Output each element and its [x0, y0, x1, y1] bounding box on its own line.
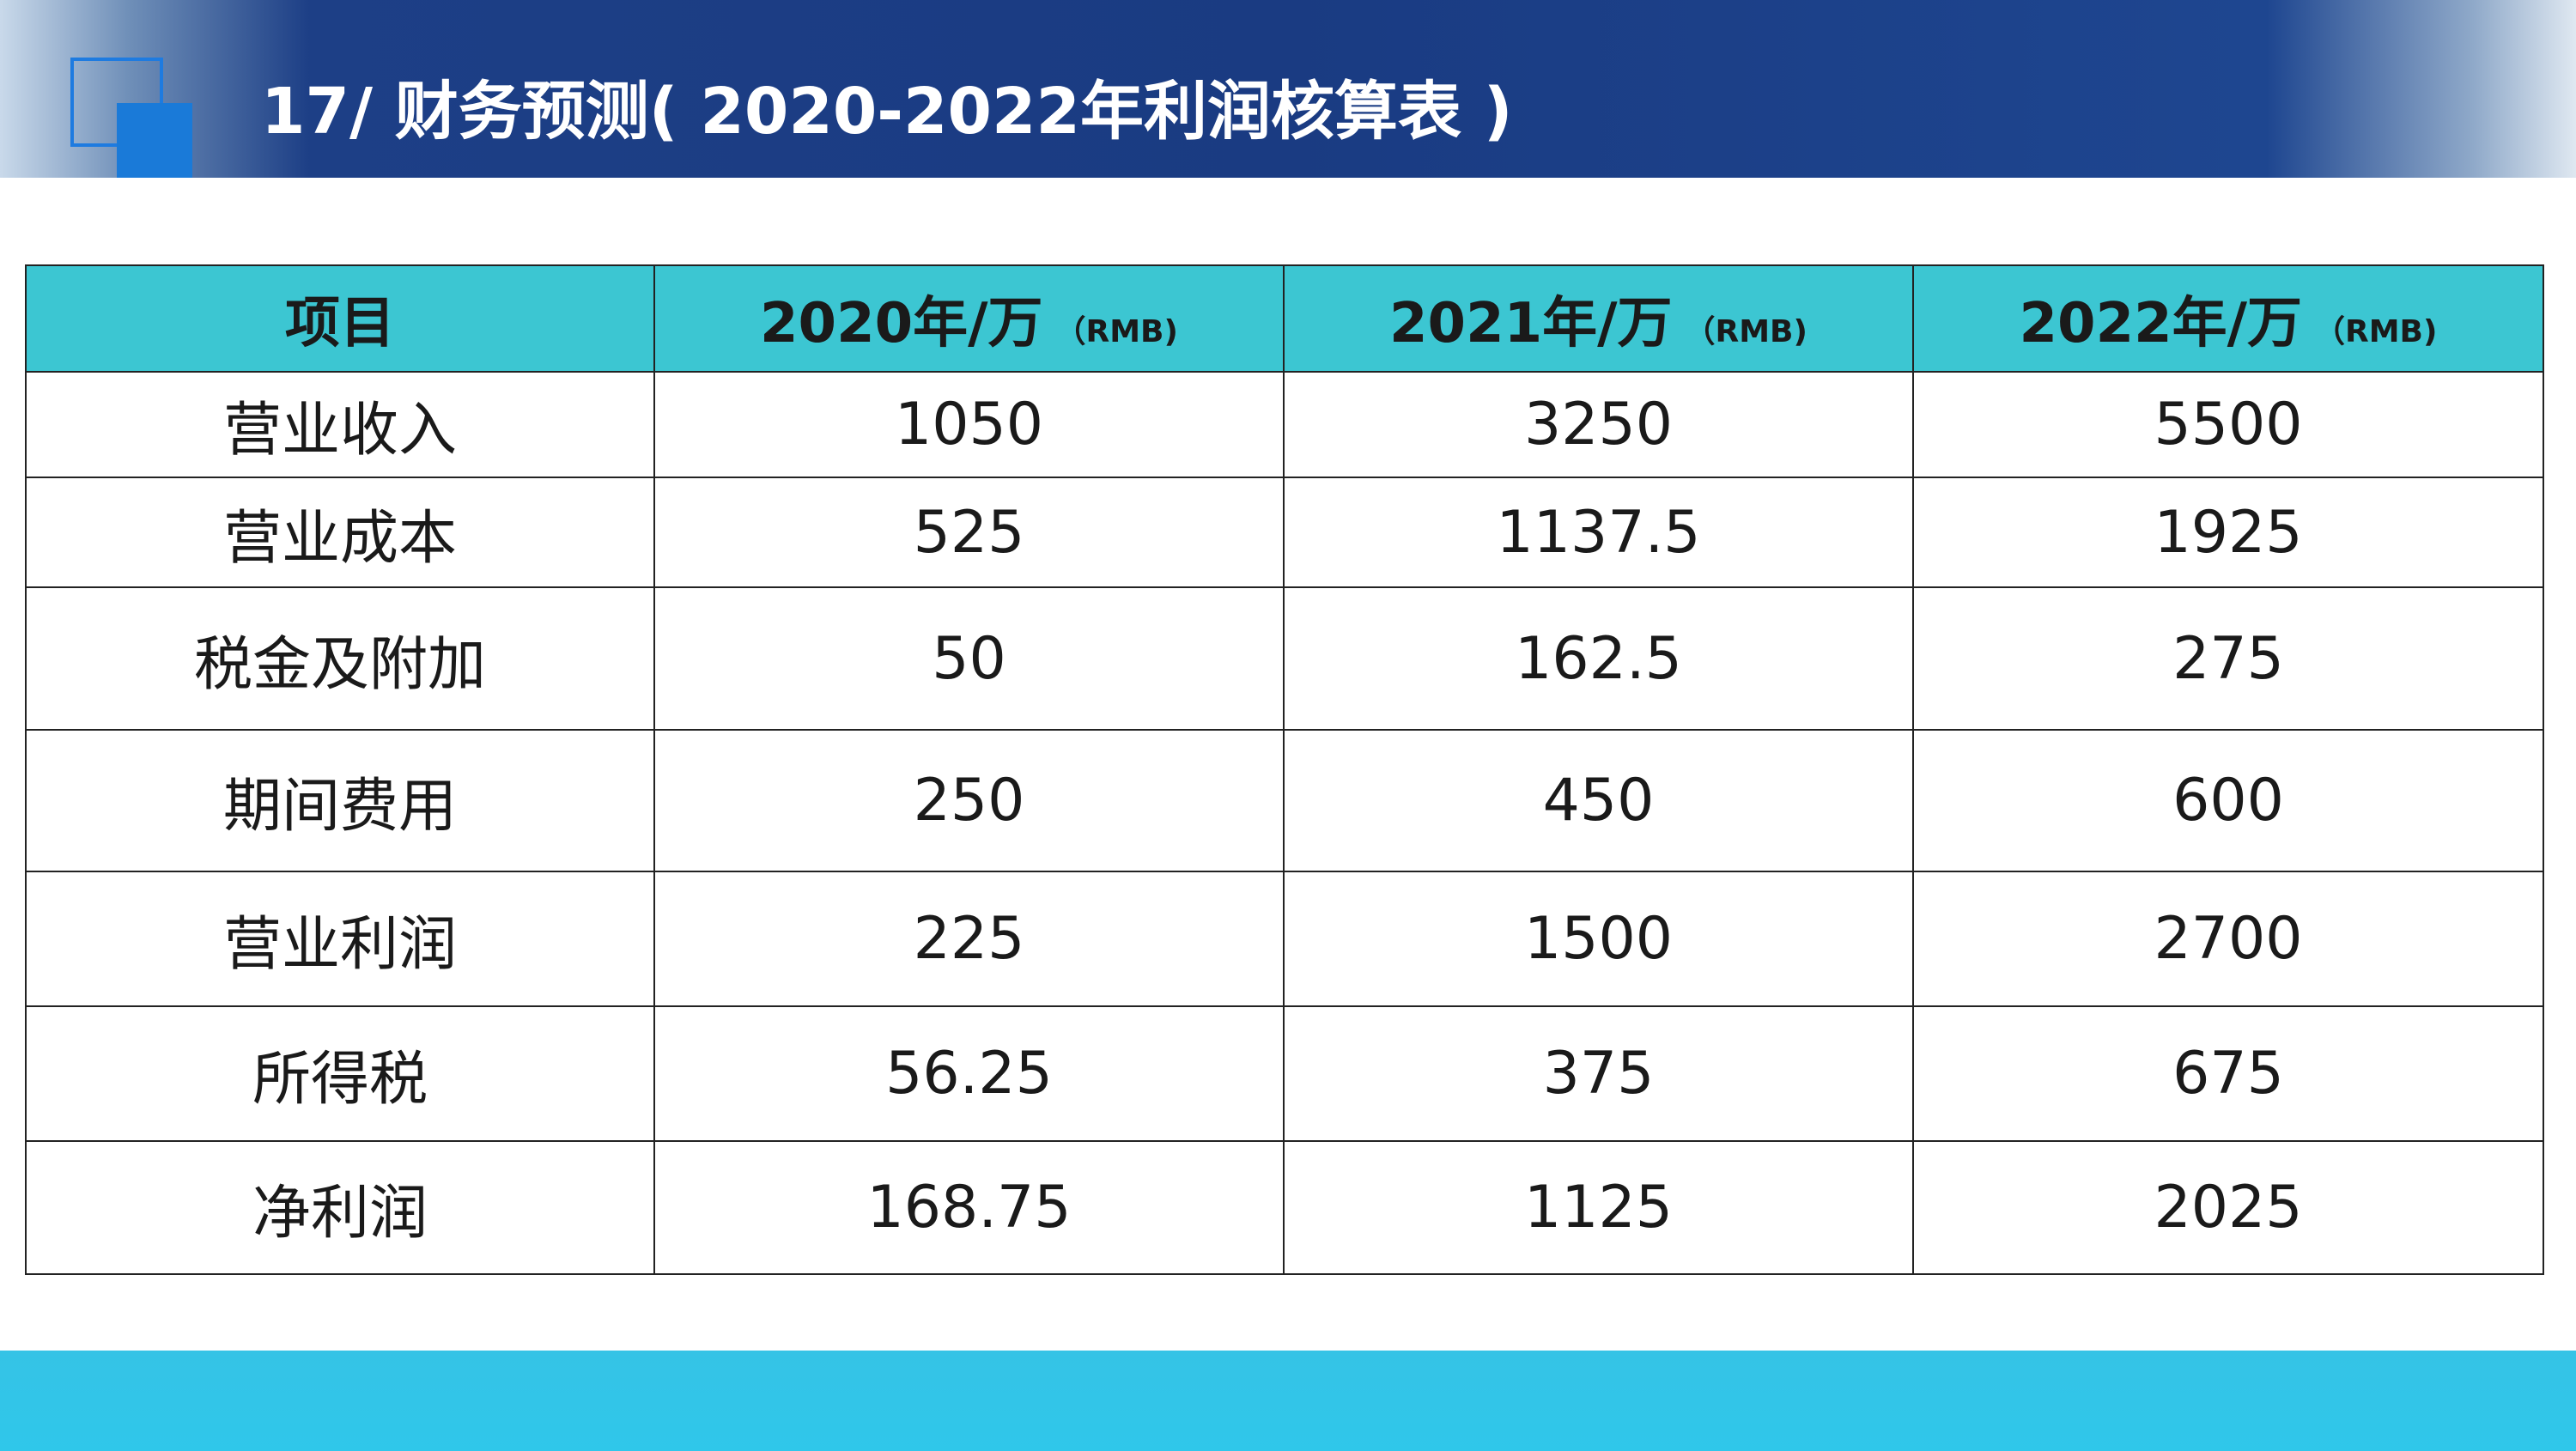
row-label: 净利润 — [25, 1140, 655, 1275]
profit-table: 项目 2020年/万 （RMB) 2021年/万 （RMB) 2022年/万 （RMB) 营… — [25, 264, 2544, 1275]
column-header: 2021年/万 （RMB) — [1283, 264, 1914, 373]
table-cell: 5500 — [1912, 371, 2544, 478]
row-label: 营业成本 — [25, 477, 655, 588]
column-unit: （RMB) — [2314, 314, 2438, 349]
column-unit: （RMB) — [1684, 314, 1807, 349]
table-cell: 600 — [1912, 729, 2544, 872]
header-bar — [0, 0, 2576, 178]
column-unit: （RMB) — [1054, 314, 1178, 349]
column-title: 2022年/万 — [2019, 292, 2303, 355]
decor-square — [117, 103, 192, 178]
table-cell: 1125 — [1283, 1140, 1914, 1275]
column-header: 2020年/万 （RMB) — [653, 264, 1285, 373]
table-row: 营业利润 225 1500 2700 — [25, 871, 2544, 1007]
table-cell: 225 — [653, 871, 1285, 1007]
table-cell: 1137.5 — [1283, 477, 1914, 588]
column-title: 2020年/万 — [760, 292, 1043, 355]
row-label: 所得税 — [25, 1005, 655, 1142]
table-cell: 1050 — [653, 371, 1285, 478]
row-label: 营业收入 — [25, 371, 655, 478]
column-header: 项目 — [25, 264, 655, 373]
footer-band — [0, 1351, 2576, 1451]
table-row: 营业成本 525 1137.5 1925 — [25, 477, 2544, 588]
column-title: 项目 — [285, 292, 395, 355]
row-label: 营业利润 — [25, 871, 655, 1007]
table-cell: 275 — [1912, 586, 2544, 731]
column-header: 2022年/万 （RMB) — [1912, 264, 2544, 373]
table-cell: 168.75 — [653, 1140, 1285, 1275]
header-row: 项目 2020年/万 （RMB) 2021年/万 （RMB) 2022年/万 （RMB) — [25, 264, 2544, 373]
table-row: 所得税 56.25 375 675 — [25, 1005, 2544, 1142]
slide-title: 17/ 财务预测( 2020-2022年利润核算表 ) — [261, 75, 1513, 149]
table-row: 期间费用 250 450 600 — [25, 729, 2544, 872]
table-cell: 525 — [653, 477, 1285, 588]
table-cell: 2025 — [1912, 1140, 2544, 1275]
table-cell: 375 — [1283, 1005, 1914, 1142]
row-label: 期间费用 — [25, 729, 655, 872]
table-cell: 1925 — [1912, 477, 2544, 588]
table-row: 税金及附加 50 162.5 275 — [25, 586, 2544, 731]
table-row: 净利润 168.75 1125 2025 — [25, 1140, 2544, 1275]
table-cell: 1500 — [1283, 871, 1914, 1007]
table-cell: 162.5 — [1283, 586, 1914, 731]
table-row: 营业收入 1050 3250 5500 — [25, 371, 2544, 478]
table-cell: 250 — [653, 729, 1285, 872]
table-cell: 56.25 — [653, 1005, 1285, 1142]
table-cell: 3250 — [1283, 371, 1914, 478]
column-title: 2021年/万 — [1389, 292, 1673, 355]
table-cell: 450 — [1283, 729, 1914, 872]
table-cell: 2700 — [1912, 871, 2544, 1007]
table-cell: 675 — [1912, 1005, 2544, 1142]
table-cell: 50 — [653, 586, 1285, 731]
row-label: 税金及附加 — [25, 586, 655, 731]
